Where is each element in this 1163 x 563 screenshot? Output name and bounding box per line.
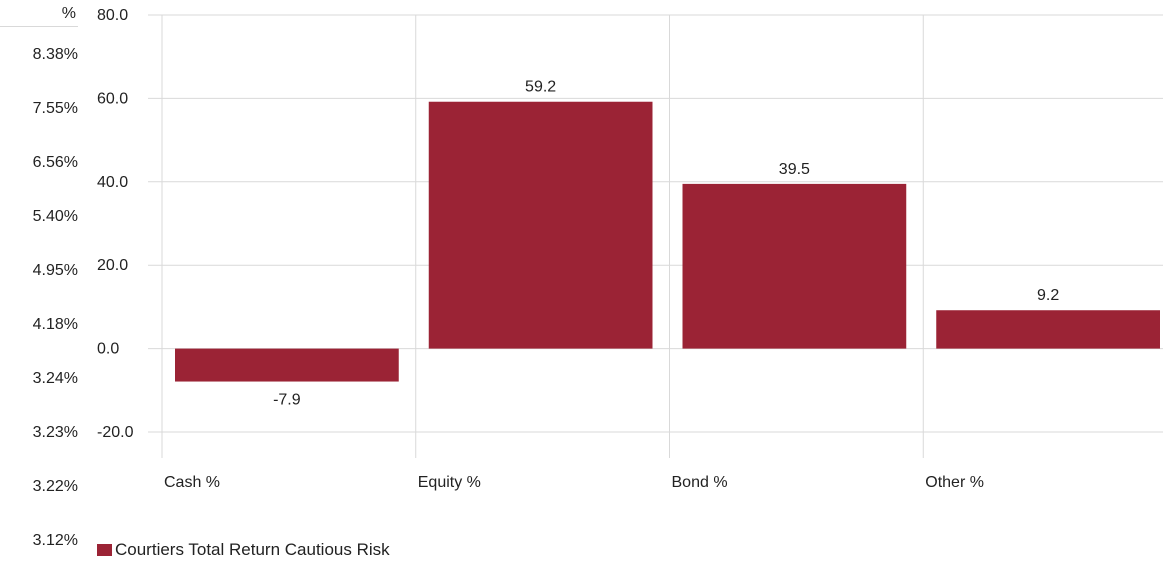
y-tick-label: 20.0 [97,257,128,274]
left-column-value: 3.24% [32,370,78,387]
x-tick-label: Other % [925,474,984,491]
legend-label: Courtiers Total Return Cautious Risk [115,540,390,559]
left-column-value: 8.38% [32,46,78,63]
y-tick-label: 0.0 [97,341,119,358]
bar [175,348,399,382]
left-column-value: 4.95% [32,262,78,279]
legend-swatch [97,544,112,556]
left-percent-column: % 8.38% 7.55% 6.56% 5.40% 4.95% 4.18% 3.… [0,0,80,563]
left-column-value: 5.40% [32,208,78,225]
y-tick-label: -20.0 [97,424,134,441]
data-label: -7.9 [273,392,301,409]
x-tick-label: Equity % [418,474,481,491]
data-label: 59.2 [525,79,556,96]
x-tick-label: Bond % [672,474,728,491]
x-tick-label: Cash % [164,474,220,491]
data-label: 9.2 [1037,287,1059,304]
left-column-header: % [0,0,78,27]
left-column-value: 6.56% [32,154,78,171]
bar [682,183,907,349]
left-column-value: 3.23% [32,424,78,441]
data-label: 39.5 [779,161,810,178]
left-column-value: 3.22% [32,478,78,495]
y-tick-label: 80.0 [97,7,128,24]
left-column-value: 3.12% [32,532,78,549]
legend: Courtiers Total Return Cautious Risk [97,540,390,560]
bar [936,310,1160,349]
y-tick-label: 60.0 [97,90,128,107]
left-column-value: 7.55% [32,100,78,117]
bar [428,101,653,349]
left-column-value: 4.18% [32,316,78,333]
y-tick-label: 40.0 [97,174,128,191]
left-column-header-label: % [61,5,76,22]
